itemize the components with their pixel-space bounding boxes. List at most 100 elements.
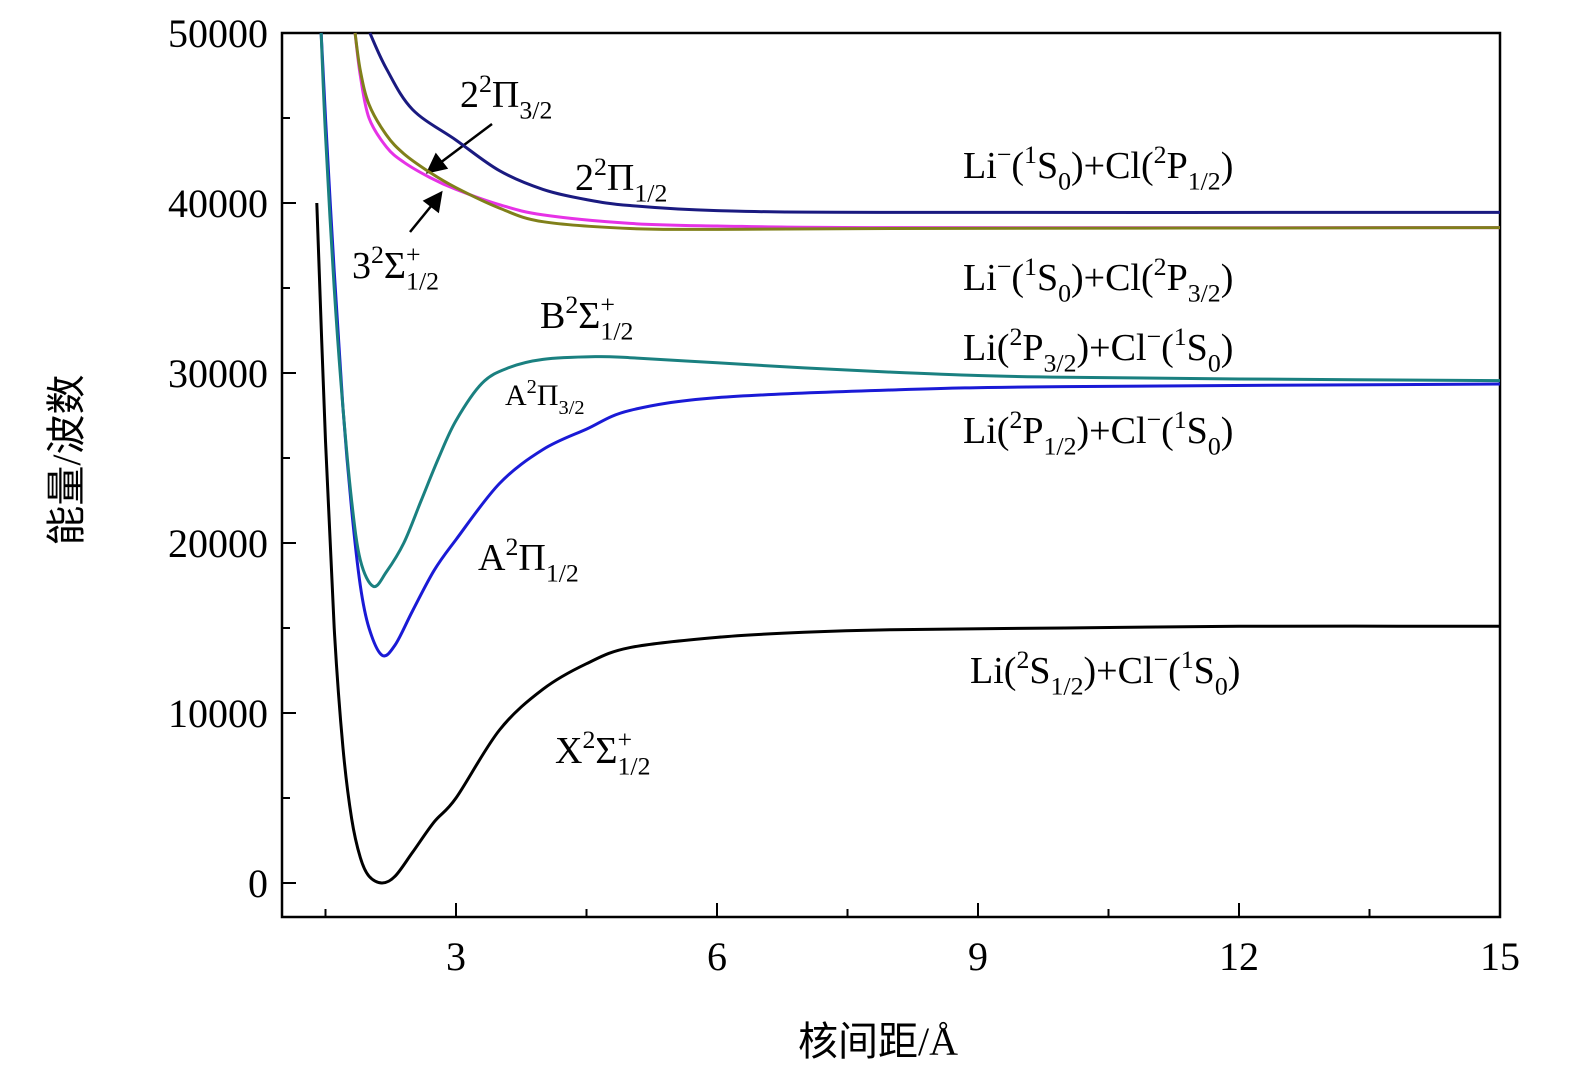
y-tick-label: 0 xyxy=(248,861,268,906)
annotation-part: 2 xyxy=(371,240,384,269)
annotation-part: 0 xyxy=(1058,166,1071,195)
annotation-part: Π xyxy=(607,157,634,199)
annotation-part: A xyxy=(505,379,527,412)
curve xyxy=(368,32,1501,214)
annotation: Li(2P3/2)+Cl−(1S0) xyxy=(963,322,1233,378)
annotation-part: S xyxy=(1187,327,1208,369)
annotation-part: 1/2 xyxy=(634,178,667,207)
x-tick-label: 6 xyxy=(707,934,727,979)
annotation-part: S xyxy=(1194,650,1215,692)
annotation-part: 0 xyxy=(1208,431,1221,460)
annotation-part: 3/2 xyxy=(1044,348,1077,377)
curve xyxy=(319,32,1501,589)
annotation-part: ) xyxy=(1221,257,1234,299)
annotation-part: )+Cl xyxy=(1077,327,1147,369)
annotation-part: 1 xyxy=(1174,322,1187,351)
arrow-head xyxy=(425,152,449,174)
annotation-part: 1/2 xyxy=(1044,431,1077,460)
annotation-part: − xyxy=(1154,645,1169,674)
annotation: 22Π1/2 xyxy=(575,152,667,208)
annotation-part: ) xyxy=(1221,327,1234,369)
annotation-part: 2 xyxy=(582,725,595,754)
annotation-part: 2 xyxy=(1009,405,1022,434)
annotation-part: 1 xyxy=(1174,405,1187,434)
annotation-part: P xyxy=(1167,257,1188,299)
annotation-part: 1 xyxy=(1024,140,1037,169)
annotation-part: − xyxy=(1147,405,1162,434)
annotation-part: Π xyxy=(518,537,545,579)
annotation-part: Σ xyxy=(595,730,617,772)
annotation: Li(2P1/2)+Cl−(1S0) xyxy=(963,405,1233,461)
annotation-part: 2 xyxy=(505,532,518,561)
annotation: A2Π1/2 xyxy=(478,532,579,588)
annotation-part: Π xyxy=(492,74,519,116)
annotation-part: 1/2 xyxy=(546,558,579,587)
annotation-part: 1 xyxy=(1024,252,1037,281)
annotation: 22Π3/2 xyxy=(460,69,552,125)
annotation-part: Π xyxy=(537,379,559,412)
annotation-part: 1/2 xyxy=(1188,166,1221,195)
annotation-part: ( xyxy=(1011,145,1024,187)
annotation-part: 3 xyxy=(352,245,371,287)
annotation-part: 2 xyxy=(1009,322,1022,351)
annotation-part: + xyxy=(618,725,633,754)
annotation-part: ) xyxy=(1221,145,1234,187)
y-tick-label: 20000 xyxy=(168,521,268,566)
annotation-part: ( xyxy=(1161,327,1174,369)
curve xyxy=(353,32,1501,231)
annotation-part: P xyxy=(1022,410,1043,452)
curve xyxy=(315,202,1501,885)
annotation-part: )+Cl xyxy=(1077,410,1147,452)
annotation-part: ( xyxy=(1161,410,1174,452)
annotation-part: 2 xyxy=(1154,252,1167,281)
plot-frame xyxy=(280,31,1502,919)
annotation-part: + xyxy=(406,240,421,269)
annotation-part: − xyxy=(997,252,1012,281)
x-tick-label: 9 xyxy=(968,934,988,979)
annotation-part: 2 xyxy=(565,290,578,319)
annotation-part: 2 xyxy=(460,74,479,116)
x-tick-label: 15 xyxy=(1480,934,1520,979)
annotation-part: 0 xyxy=(1208,348,1221,377)
annotation-part: P xyxy=(1022,327,1043,369)
annotation: Li(2S1/2)+Cl−(1S0) xyxy=(970,645,1240,701)
x-tick-label: 12 xyxy=(1219,934,1259,979)
x-tick-label: 3 xyxy=(446,934,466,979)
annotation: Li−(1S0)+Cl(2P1/2) xyxy=(963,140,1233,196)
annotation-part: − xyxy=(1147,322,1162,351)
annotation-part: 3/2 xyxy=(519,95,552,124)
annotation-part: S xyxy=(1037,257,1058,299)
annotation-part: Σ xyxy=(578,295,600,337)
annotation-part: 2 xyxy=(479,69,492,98)
annotation-part: 2 xyxy=(1016,645,1029,674)
annotation: Li−(1S0)+Cl(2P3/2) xyxy=(963,252,1233,308)
annotation-part: S xyxy=(1037,145,1058,187)
x-axis-label: 核间距/Å xyxy=(798,1019,958,1064)
y-tick-label: 50000 xyxy=(168,11,268,56)
annotation: B2Σ+ 1/2 xyxy=(540,290,633,346)
annotation-part: ) xyxy=(1228,650,1241,692)
y-tick-label: 40000 xyxy=(168,181,268,226)
annotation-part: 0 xyxy=(1058,278,1071,307)
y-tick-label: 30000 xyxy=(168,351,268,396)
y-axis-label: 能量/波数 xyxy=(44,374,89,545)
annotation-part: 1/2 xyxy=(1051,671,1084,700)
annotation-part: S xyxy=(1029,650,1050,692)
annotation-part: B xyxy=(540,295,565,337)
annotation-part: Σ xyxy=(384,245,406,287)
curve xyxy=(353,32,1501,230)
annotation-part: − xyxy=(997,140,1012,169)
arrow-line xyxy=(439,123,493,164)
annotation: X2Σ+ 1/2 xyxy=(555,725,651,781)
annotation-part: Li xyxy=(963,257,997,299)
annotation: A2Π3/2 xyxy=(505,376,585,419)
annotation-part: ( xyxy=(1011,257,1024,299)
annotation-part: + xyxy=(600,290,615,319)
annotation-part: ( xyxy=(1168,650,1181,692)
annotation-part: 1/2 xyxy=(618,751,651,780)
annotation-part: A xyxy=(478,537,506,579)
annotation-part: 1/2 xyxy=(406,266,439,295)
annotation-part: 2 xyxy=(1154,140,1167,169)
annotation-part: S xyxy=(1187,410,1208,452)
